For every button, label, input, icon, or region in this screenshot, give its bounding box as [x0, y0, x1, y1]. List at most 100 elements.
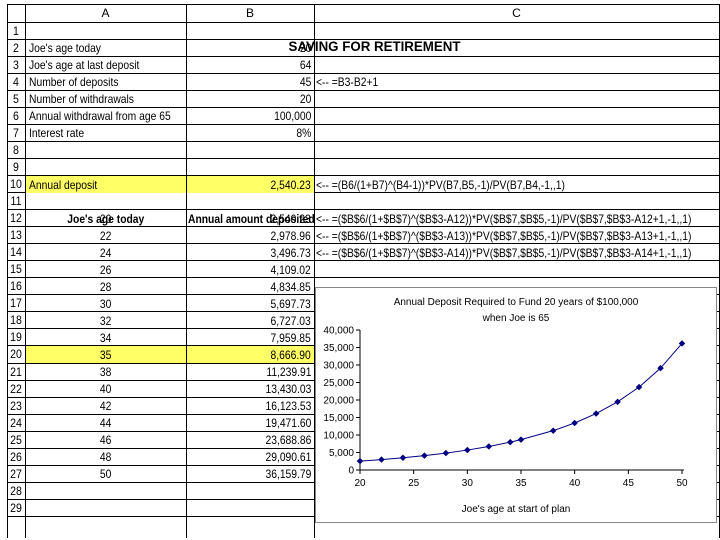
table-amount-cell[interactable]: 7,959.85 — [270, 330, 311, 345]
input-label[interactable]: Number of deposits — [29, 74, 119, 89]
row-header[interactable]: 8 — [13, 142, 19, 157]
row-header[interactable]: 2 — [13, 40, 19, 55]
row-header[interactable]: 16 — [10, 278, 22, 293]
row-header[interactable]: 9 — [13, 159, 19, 174]
y-tick-label: 10,000 — [323, 431, 354, 442]
table-age-cell[interactable]: 26 — [100, 262, 112, 277]
grid-hline — [7, 73, 719, 74]
row-header[interactable]: 20 — [10, 346, 22, 361]
table-age-cell[interactable]: 35 — [26, 346, 186, 363]
table-amount-cell[interactable]: 6,727.03 — [270, 313, 311, 328]
table-age-cell[interactable]: 50 — [100, 466, 112, 481]
input-label[interactable]: Joe's age today — [29, 40, 101, 55]
y-tick-label: 0 — [348, 466, 354, 477]
input-note — [315, 107, 715, 124]
table-header-age[interactable]: Joe's age today — [67, 211, 145, 226]
row-header[interactable]: 17 — [10, 295, 22, 310]
row-header[interactable]: 11 — [10, 193, 22, 208]
row-header[interactable]: 5 — [13, 91, 19, 106]
input-value[interactable]: 20 — [299, 91, 311, 106]
table-amount-cell[interactable]: 2,978.96 — [270, 228, 311, 243]
row-header[interactable]: 6 — [13, 108, 19, 123]
table-age-cell[interactable]: 40 — [100, 381, 112, 396]
column-header-c[interactable]: C — [512, 6, 521, 20]
input-note — [315, 56, 715, 73]
annual-deposit-value[interactable]: 2,540.23 — [187, 176, 314, 193]
grid-hline — [7, 175, 719, 176]
input-label[interactable]: Interest rate — [29, 125, 85, 140]
column-header-b[interactable]: B — [245, 6, 254, 20]
table-amount-cell[interactable]: 8,666.90 — [187, 346, 314, 363]
input-value[interactable]: 64 — [299, 57, 311, 72]
table-age-cell[interactable]: 30 — [100, 296, 112, 311]
table-amount-cell[interactable]: 36,159.79 — [265, 466, 311, 481]
table-age-cell[interactable]: 32 — [100, 313, 112, 328]
row-header[interactable]: 15 — [10, 261, 22, 276]
row-header[interactable]: 18 — [10, 312, 22, 327]
table-age-cell[interactable]: 38 — [100, 364, 112, 379]
row-header[interactable]: 3 — [13, 57, 19, 72]
row-header[interactable]: 23 — [10, 398, 22, 413]
table-amount-cell[interactable]: 2,540.23 — [270, 211, 311, 226]
table-amount-cell[interactable]: 11,239.91 — [265, 364, 311, 379]
table-age-cell[interactable]: 42 — [100, 398, 112, 413]
table-amount-cell[interactable]: 13,430.03 — [265, 381, 311, 396]
table-header-amount[interactable]: Annual amount deposited — [188, 211, 314, 226]
input-value[interactable]: 20 — [299, 40, 311, 55]
input-note — [315, 124, 715, 141]
sheet-title[interactable]: SAVING FOR RETIREMENT — [288, 38, 460, 54]
input-label[interactable]: Number of withdrawals — [29, 91, 134, 106]
table-amount-cell[interactable]: 23,688.86 — [265, 432, 311, 447]
input-value[interactable]: 100,000 — [273, 108, 311, 123]
grid-hline — [7, 56, 719, 57]
table-age-cell[interactable]: 46 — [100, 432, 112, 447]
annual-deposit-label[interactable]: Annual deposit — [26, 176, 186, 193]
y-tick-label: 15,000 — [323, 413, 354, 424]
table-formula-cell: <-- =($B$6/(1+$B$7)^($B$3-A12))*PV($B$7,… — [316, 211, 692, 226]
table-age-cell[interactable]: 44 — [100, 415, 112, 430]
input-value[interactable]: 8% — [296, 125, 311, 140]
table-age-cell[interactable]: 22 — [100, 228, 112, 243]
table-age-cell[interactable]: 48 — [100, 449, 112, 464]
row-header[interactable]: 4 — [13, 74, 19, 89]
row-header[interactable]: 29 — [10, 500, 22, 515]
row-header[interactable]: 27 — [10, 466, 22, 481]
table-age-cell[interactable]: 34 — [100, 330, 112, 345]
deposit-chart[interactable]: Annual Deposit Required to Fund 20 years… — [315, 287, 717, 523]
row-header[interactable]: 25 — [10, 432, 22, 447]
chart-subtitle: when Joe is 65 — [482, 313, 550, 324]
table-amount-cell[interactable]: 5,697.73 — [270, 296, 311, 311]
row-header[interactable]: 26 — [10, 449, 22, 464]
table-amount-cell[interactable]: 3,496.73 — [270, 245, 311, 260]
table-amount-cell[interactable]: 19,471.60 — [265, 415, 311, 430]
data-point — [517, 436, 525, 444]
row-header[interactable]: 21 — [10, 364, 22, 379]
table-age-cell[interactable]: 24 — [100, 245, 112, 260]
row-header[interactable]: 13 — [10, 227, 22, 242]
row-header[interactable]: 19 — [10, 329, 22, 344]
row-header[interactable]: 10 — [10, 176, 22, 191]
row-header[interactable]: 28 — [10, 483, 22, 498]
input-label[interactable]: Annual withdrawal from age 65 — [29, 108, 171, 123]
data-point — [549, 427, 557, 435]
y-tick-label: 35,000 — [323, 343, 354, 354]
table-amount-cell[interactable]: 16,123.53 — [265, 398, 311, 413]
x-tick-label: 40 — [569, 478, 581, 489]
row-header[interactable]: 7 — [13, 125, 19, 140]
row-header[interactable]: 12 — [10, 210, 22, 225]
grid-hline — [7, 260, 719, 261]
table-age-cell[interactable]: 28 — [100, 279, 112, 294]
input-note — [315, 39, 715, 56]
table-age-cell[interactable]: 20 — [100, 211, 112, 226]
row-header[interactable]: 1 — [13, 23, 19, 38]
input-label[interactable]: Joe's age at last deposit — [29, 57, 140, 72]
data-point — [421, 452, 428, 459]
column-header-a[interactable]: A — [101, 6, 110, 20]
row-header[interactable]: 24 — [10, 415, 22, 430]
table-amount-cell[interactable]: 4,109.02 — [270, 262, 311, 277]
row-header[interactable]: 22 — [10, 381, 22, 396]
table-amount-cell[interactable]: 4,834.85 — [270, 279, 311, 294]
table-amount-cell[interactable]: 29,090.61 — [265, 449, 311, 464]
row-header[interactable]: 14 — [10, 244, 22, 259]
input-value[interactable]: 45 — [299, 74, 311, 89]
